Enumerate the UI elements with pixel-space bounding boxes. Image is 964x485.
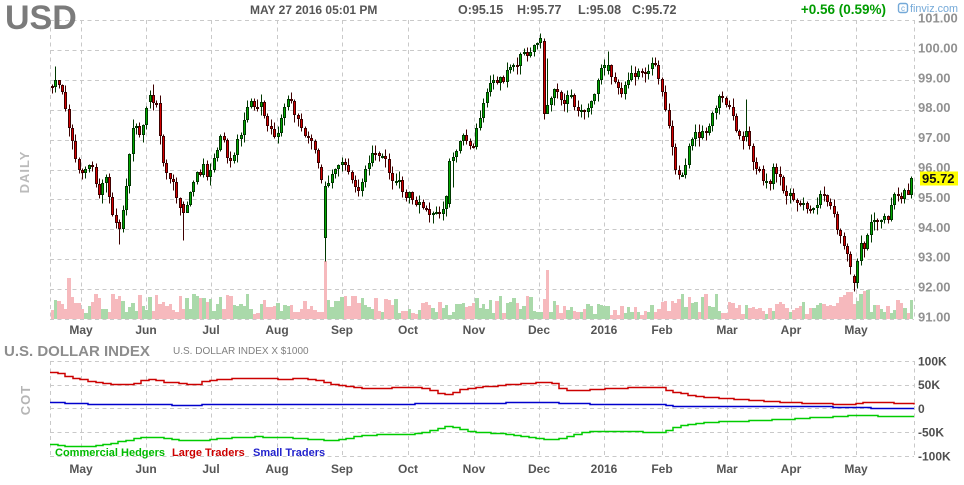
svg-text:100.00: 100.00 bbox=[918, 40, 958, 55]
svg-text:95.72: 95.72 bbox=[922, 171, 955, 186]
svg-text:Dec: Dec bbox=[528, 462, 550, 476]
svg-text:May: May bbox=[69, 462, 93, 476]
svg-text:May: May bbox=[844, 462, 868, 476]
svg-text:U.S. DOLLAR INDEX: U.S. DOLLAR INDEX bbox=[4, 343, 150, 360]
svg-text:Apr: Apr bbox=[781, 462, 802, 476]
svg-text:May: May bbox=[69, 323, 93, 337]
svg-text:H:95.77: H:95.77 bbox=[517, 3, 562, 17]
svg-text:Oct: Oct bbox=[398, 323, 418, 337]
svg-text:98.00: 98.00 bbox=[918, 100, 951, 115]
svg-text:95.00: 95.00 bbox=[918, 190, 951, 205]
svg-text:Nov: Nov bbox=[463, 323, 486, 337]
svg-text:O:95.15: O:95.15 bbox=[458, 3, 503, 17]
svg-text:Sep: Sep bbox=[331, 462, 353, 476]
svg-text:93.00: 93.00 bbox=[918, 250, 951, 265]
svg-text:-50K: -50K bbox=[918, 426, 944, 440]
svg-text:Jun: Jun bbox=[135, 462, 156, 476]
svg-text:Oct: Oct bbox=[398, 462, 418, 476]
svg-text:91.00: 91.00 bbox=[918, 310, 951, 325]
svg-text:USD: USD bbox=[5, 0, 77, 37]
svg-text:Commercial Hedgers: Commercial Hedgers bbox=[55, 447, 165, 459]
svg-text:100K: 100K bbox=[918, 354, 947, 368]
svg-text:99.00: 99.00 bbox=[918, 70, 951, 85]
svg-text:97.00: 97.00 bbox=[918, 130, 951, 145]
svg-text:Sep: Sep bbox=[331, 323, 353, 337]
svg-text:MAY 27 2016 05:01 PM: MAY 27 2016 05:01 PM bbox=[250, 3, 377, 17]
svg-text:+0.56 (0.59%): +0.56 (0.59%) bbox=[801, 2, 886, 17]
svg-text:COT: COT bbox=[18, 385, 33, 415]
svg-text:U.S. DOLLAR INDEX X $1000: U.S. DOLLAR INDEX X $1000 bbox=[173, 346, 309, 357]
svg-text:finviz.com: finviz.com bbox=[910, 3, 958, 15]
svg-text:96.00: 96.00 bbox=[918, 160, 951, 175]
svg-text:Aug: Aug bbox=[265, 323, 288, 337]
svg-text:C:95.72: C:95.72 bbox=[632, 3, 677, 17]
svg-text:L:95.08: L:95.08 bbox=[578, 3, 621, 17]
svg-text:0: 0 bbox=[918, 402, 925, 416]
svg-text:c: c bbox=[901, 4, 905, 13]
svg-text:Jul: Jul bbox=[202, 323, 219, 337]
svg-text:Small Traders: Small Traders bbox=[253, 447, 325, 459]
svg-text:Jun: Jun bbox=[135, 323, 156, 337]
svg-text:2016: 2016 bbox=[591, 462, 618, 476]
svg-text:101.00: 101.00 bbox=[918, 11, 958, 26]
svg-text:Apr: Apr bbox=[781, 323, 802, 337]
svg-text:Jul: Jul bbox=[202, 462, 219, 476]
svg-text:Feb: Feb bbox=[651, 462, 672, 476]
svg-text:Nov: Nov bbox=[463, 462, 486, 476]
svg-text:Large Traders: Large Traders bbox=[172, 447, 245, 459]
svg-text:DAILY: DAILY bbox=[17, 151, 32, 194]
svg-text:92.00: 92.00 bbox=[918, 280, 951, 295]
svg-text:-100K: -100K bbox=[918, 449, 951, 463]
svg-text:Aug: Aug bbox=[265, 462, 288, 476]
svg-text:50K: 50K bbox=[918, 378, 940, 392]
svg-text:2016: 2016 bbox=[591, 323, 618, 337]
svg-text:Mar: Mar bbox=[716, 462, 738, 476]
svg-text:Feb: Feb bbox=[651, 323, 672, 337]
svg-text:May: May bbox=[844, 323, 868, 337]
svg-text:Dec: Dec bbox=[528, 323, 550, 337]
svg-text:Mar: Mar bbox=[716, 323, 738, 337]
svg-text:94.00: 94.00 bbox=[918, 220, 951, 235]
